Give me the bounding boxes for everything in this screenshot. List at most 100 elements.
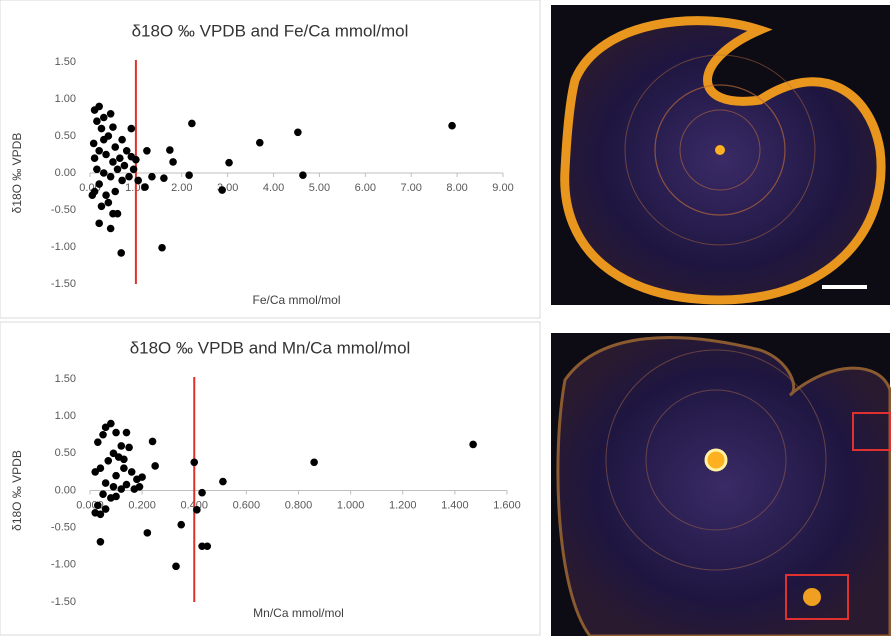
point — [112, 493, 120, 501]
point — [143, 147, 151, 155]
x-axis-title: Fe/Ca mmol/mol — [252, 293, 340, 307]
point — [111, 188, 119, 196]
chart-panel — [0, 0, 540, 318]
x-tick-label: 0.200 — [128, 499, 156, 511]
point — [120, 455, 128, 463]
point — [203, 542, 211, 550]
y-tick-label: 1.50 — [55, 56, 76, 68]
point — [99, 490, 107, 498]
y-tick-label: 1.00 — [55, 410, 76, 422]
micrograph — [551, 5, 890, 305]
point — [107, 110, 115, 118]
point — [188, 120, 196, 128]
point — [112, 429, 120, 437]
x-tick-label: 0.800 — [285, 499, 313, 511]
point — [95, 147, 103, 155]
point — [102, 479, 110, 487]
point — [125, 173, 133, 181]
point — [219, 478, 227, 486]
point — [107, 173, 115, 181]
point — [132, 156, 140, 164]
y-axis-title: δ18O ‰ VPDB — [10, 450, 24, 531]
point — [121, 162, 129, 170]
point — [97, 538, 105, 546]
point — [109, 158, 117, 166]
y-tick-label: -1.50 — [51, 596, 76, 608]
y-tick-label: -0.50 — [51, 204, 76, 216]
point — [107, 420, 115, 428]
point — [136, 483, 144, 491]
point — [177, 521, 185, 529]
point — [99, 431, 107, 439]
point — [95, 180, 103, 188]
x-tick-label: 8.00 — [446, 182, 467, 194]
point — [141, 183, 149, 191]
page: {"chart_data": [ {"type": "scatter", "ti… — [0, 0, 891, 636]
point — [128, 468, 136, 476]
point — [123, 429, 131, 437]
point — [118, 136, 126, 144]
point — [110, 483, 118, 491]
point — [114, 166, 122, 174]
point — [190, 458, 198, 466]
y-tick-label: 0.50 — [55, 447, 76, 459]
y-tick-label: 1.00 — [55, 93, 76, 105]
point — [93, 117, 101, 125]
x-tick-label: 1.000 — [337, 499, 365, 511]
point — [100, 114, 108, 122]
point — [117, 249, 125, 257]
chart-panel — [0, 322, 540, 635]
point — [138, 473, 146, 481]
chart-title: δ18O ‰ VPDB and Mn/Ca mmol/mol — [130, 338, 411, 357]
point — [128, 125, 136, 133]
point — [151, 462, 159, 470]
x-tick-label: 1.400 — [441, 499, 469, 511]
point — [310, 458, 318, 466]
point — [158, 244, 166, 252]
point — [102, 151, 110, 159]
y-tick-label: -1.00 — [51, 559, 76, 571]
point — [120, 464, 128, 472]
point — [97, 464, 105, 472]
x-tick-label: 6.00 — [355, 182, 376, 194]
point — [198, 489, 206, 497]
figure: δ18O ‰ VPDB and Fe/Ca mmol/molFe/Ca mmol… — [0, 0, 891, 636]
point — [95, 220, 103, 228]
point — [148, 173, 156, 181]
point — [218, 186, 226, 194]
point — [117, 442, 125, 450]
point — [256, 139, 264, 147]
point — [469, 441, 477, 449]
point — [130, 166, 138, 174]
point — [118, 177, 126, 185]
point — [102, 505, 110, 513]
point — [125, 444, 133, 452]
point — [123, 481, 131, 489]
point — [448, 122, 456, 130]
point — [160, 174, 168, 182]
point — [107, 225, 115, 233]
point — [225, 159, 233, 167]
point — [105, 132, 113, 140]
y-tick-label: -1.50 — [51, 278, 76, 290]
point — [112, 472, 120, 480]
point — [100, 169, 108, 177]
point — [98, 203, 106, 211]
x-tick-label: 9.00 — [492, 182, 513, 194]
y-tick-label: 0.50 — [55, 130, 76, 142]
point — [105, 199, 113, 207]
point — [102, 191, 110, 199]
point — [90, 140, 98, 148]
point — [114, 210, 122, 218]
micrograph — [551, 333, 891, 636]
point — [134, 177, 142, 185]
point — [144, 529, 152, 537]
point — [93, 166, 101, 174]
point — [109, 123, 117, 131]
point — [172, 563, 180, 571]
point — [94, 502, 102, 510]
x-tick-label: 4.00 — [263, 182, 284, 194]
point — [193, 506, 201, 514]
point — [104, 457, 112, 465]
x-axis-title: Mn/Ca mmol/mol — [253, 606, 344, 620]
